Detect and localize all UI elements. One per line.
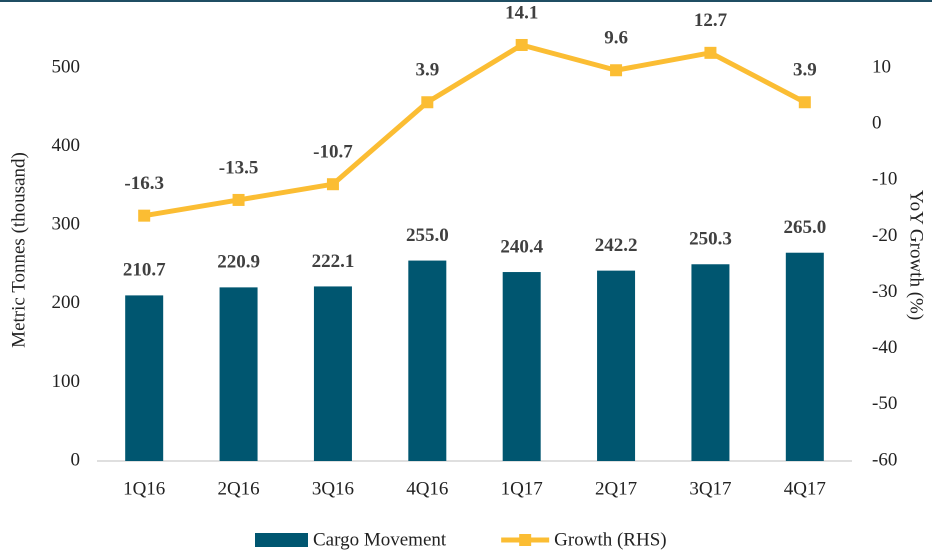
- legend-marker: [519, 534, 532, 546]
- bar-value-label: 210.7: [123, 260, 166, 281]
- bar-value-label: 265.0: [783, 217, 826, 238]
- line-marker: [232, 193, 245, 206]
- legend-label: Growth (RHS): [554, 529, 666, 550]
- y2-tick-label: -40: [872, 337, 897, 358]
- y2-tick-label: 0: [872, 113, 882, 134]
- bar: [502, 272, 541, 461]
- legend-label: Cargo Movement: [313, 529, 447, 550]
- line-value-label: 3.9: [793, 60, 817, 81]
- y2-axis-title: YoY Growth (%): [906, 190, 927, 320]
- y-tick-label: 400: [52, 135, 81, 156]
- header-rule: [0, 0, 932, 2]
- line-value-label: -16.3: [124, 173, 164, 194]
- bar-value-label: 242.2: [595, 235, 638, 256]
- bar-value-label: 250.3: [689, 229, 732, 250]
- line-value-label: 9.6: [604, 28, 628, 49]
- line-marker: [326, 178, 339, 191]
- line-value-label: 3.9: [415, 60, 439, 81]
- bar-value-label: 240.4: [500, 236, 543, 257]
- y2-tick-label: -20: [872, 225, 897, 246]
- line-value-label: -10.7: [313, 142, 353, 163]
- x-tick-label: 2Q16: [217, 478, 259, 499]
- y2-tick-label: -50: [872, 393, 897, 414]
- x-tick-label: 3Q17: [689, 478, 731, 499]
- y-tick-label: 500: [52, 56, 81, 77]
- y-tick-label: 0: [71, 449, 81, 470]
- y2-tick-label: -30: [872, 281, 897, 302]
- bar-value-label: 222.1: [312, 251, 355, 272]
- x-tick-label: 1Q17: [501, 478, 543, 499]
- line-marker: [515, 38, 528, 51]
- line-marker: [704, 46, 717, 59]
- line-marker: [421, 96, 434, 109]
- y2-tick-label: -60: [872, 449, 897, 470]
- line-marker: [798, 96, 811, 109]
- bar-value-label: 255.0: [406, 225, 449, 246]
- y-axis-title: Metric Tonnes (thousand): [8, 152, 29, 348]
- bar: [219, 287, 258, 461]
- y-tick-label: 300: [52, 214, 81, 235]
- x-tick-label: 1Q16: [123, 478, 165, 499]
- bar: [691, 264, 730, 461]
- legend-swatch: [255, 533, 308, 547]
- line-marker: [138, 209, 151, 222]
- growth-line: [143, 42, 806, 219]
- line-value-label: 12.7: [694, 10, 728, 31]
- y2-tick-label: 10: [872, 56, 891, 77]
- y-tick-label: 200: [52, 292, 81, 313]
- x-tick-label: 4Q16: [406, 478, 448, 499]
- y2-tick-label: -10: [872, 169, 897, 190]
- y-tick-label: 100: [52, 371, 81, 392]
- x-tick-label: 4Q17: [784, 478, 826, 499]
- x-tick-label: 2Q17: [595, 478, 637, 499]
- bar-value-label: 220.9: [217, 252, 260, 273]
- line-marker: [610, 64, 623, 77]
- bar: [597, 270, 636, 461]
- bar: [313, 286, 352, 461]
- x-tick-label: 3Q16: [312, 478, 354, 499]
- bar: [408, 260, 447, 461]
- line-value-label: -13.5: [219, 157, 259, 178]
- bar: [785, 252, 824, 461]
- bar: [125, 295, 164, 461]
- line-value-label: 14.1: [505, 2, 538, 23]
